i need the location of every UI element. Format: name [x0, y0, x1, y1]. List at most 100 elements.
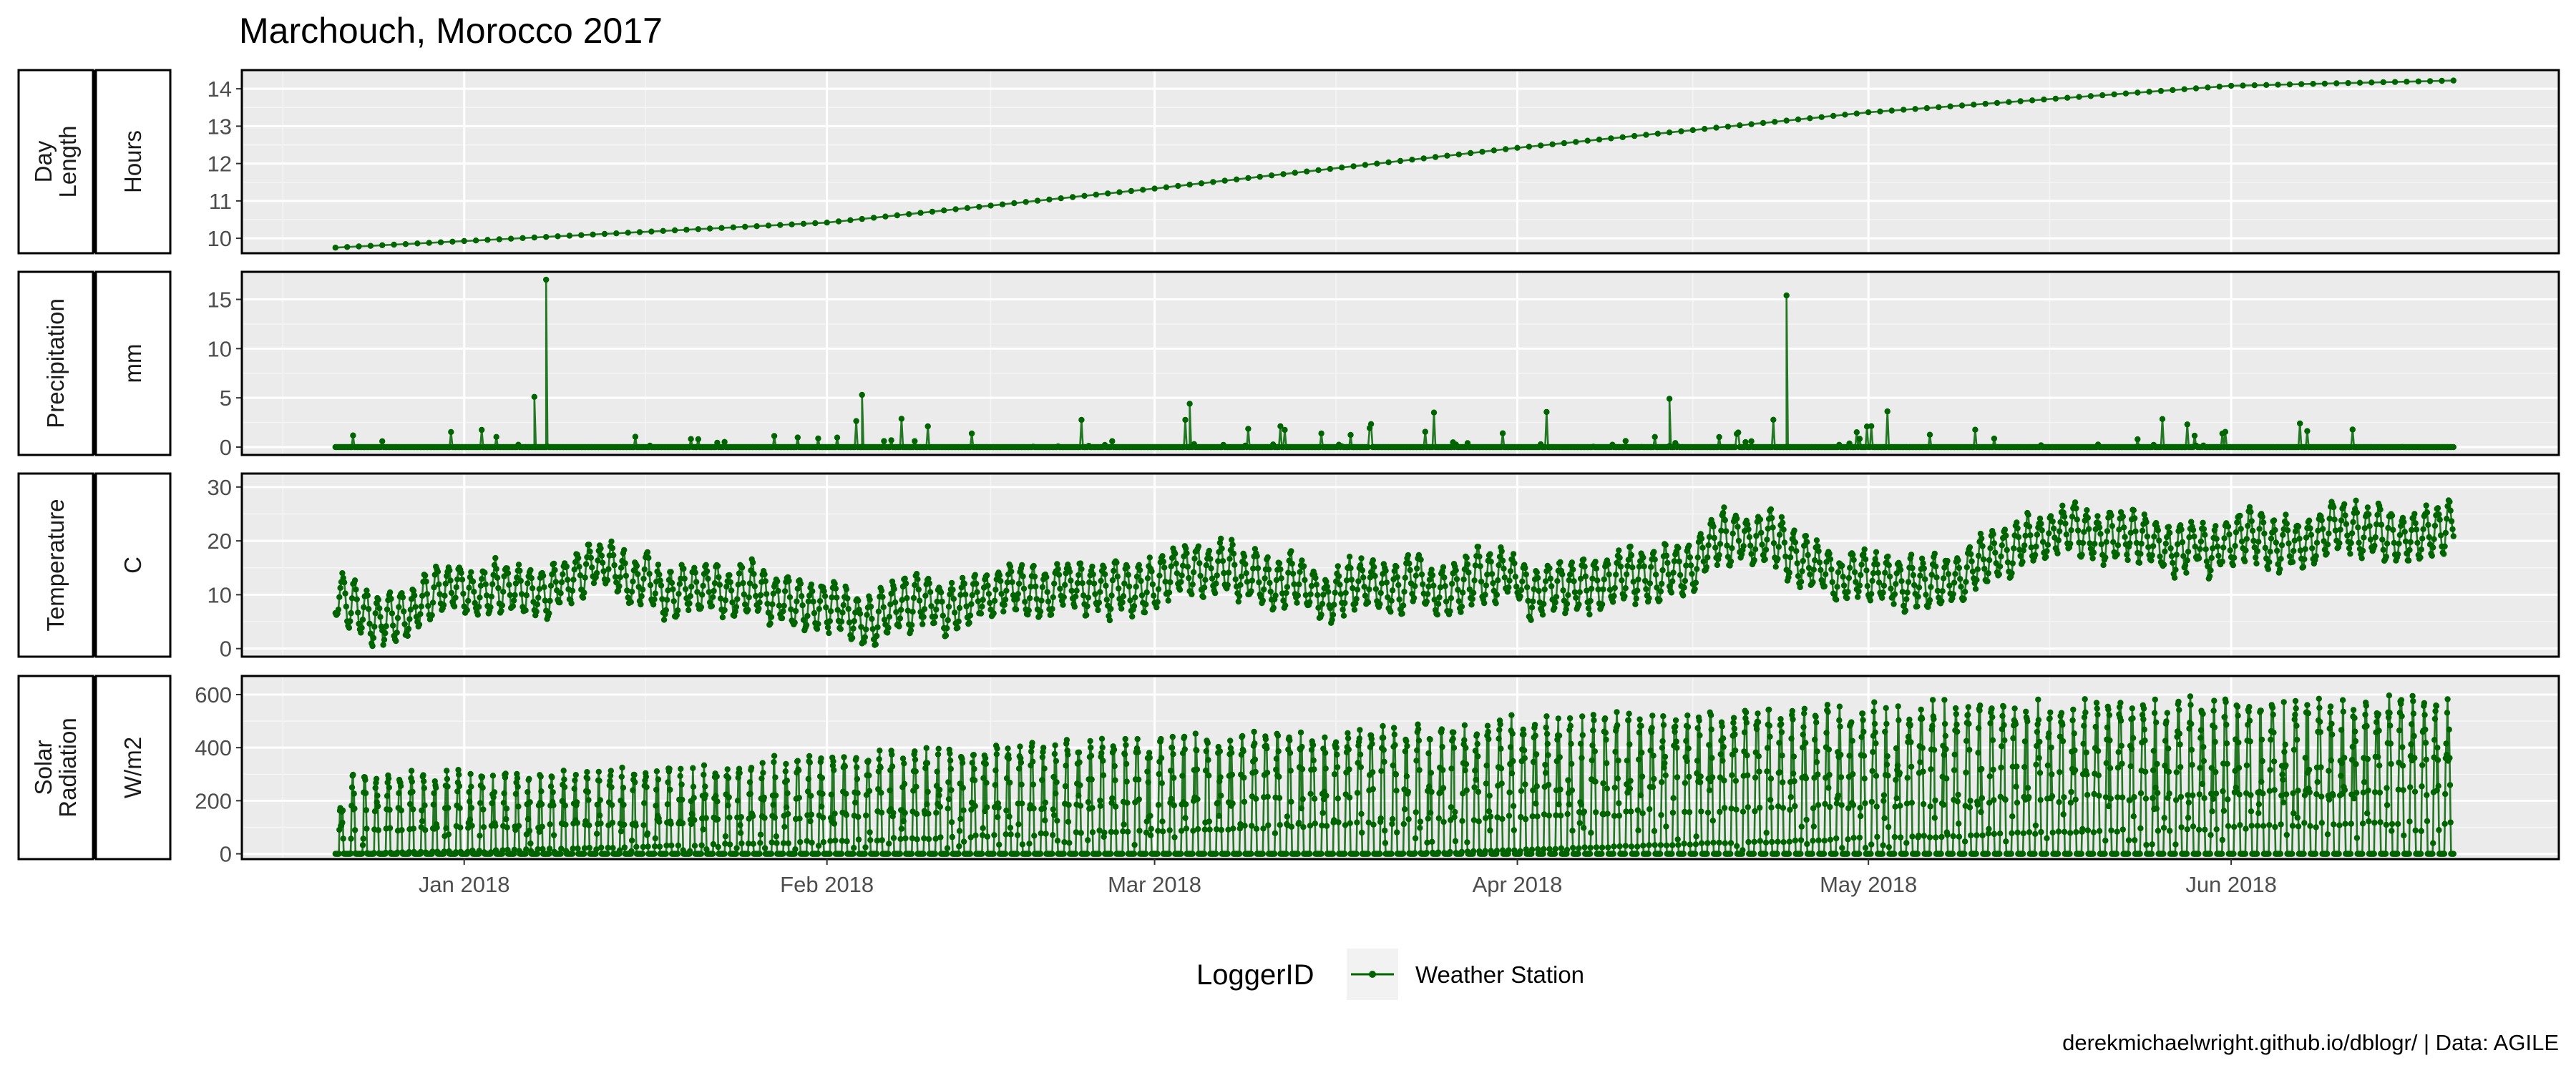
data-point [679, 796, 686, 803]
data-point [1662, 542, 1669, 548]
data-point [784, 778, 791, 784]
data-point [1337, 582, 1343, 588]
data-point [1737, 122, 1743, 129]
data-point [2404, 79, 2410, 85]
data-point [1430, 582, 1437, 589]
data-point [2213, 536, 2220, 542]
data-point [477, 594, 483, 601]
data-point [2146, 89, 2152, 95]
data-point [1362, 162, 1369, 168]
data-point [2104, 528, 2111, 534]
data-point [1362, 592, 1369, 599]
data-point [1968, 551, 1974, 557]
data-point [2436, 516, 2443, 523]
data-point [374, 803, 381, 810]
data-point [2197, 546, 2203, 552]
data-point [977, 610, 985, 617]
data-point [1109, 438, 1116, 444]
data-point [2420, 526, 2426, 532]
y-tick-label: 11 [209, 189, 232, 214]
data-point [1951, 579, 1958, 586]
data-point [535, 594, 542, 601]
data-point [453, 584, 459, 591]
data-point [1441, 574, 1448, 581]
data-point [716, 582, 723, 588]
data-point [2436, 511, 2442, 518]
data-point [2159, 416, 2166, 422]
data-point [1593, 565, 1600, 572]
data-point [618, 773, 625, 780]
data-point [363, 807, 369, 813]
data-point [656, 572, 663, 578]
data-point [810, 598, 816, 605]
data-point [850, 625, 857, 632]
data-point [2415, 78, 2421, 85]
data-point [570, 577, 577, 583]
data-point [1487, 551, 1493, 557]
data-point [719, 614, 726, 621]
data-point [2349, 426, 2356, 433]
data-point [1140, 187, 1146, 193]
data-point [667, 786, 673, 793]
data-point [2049, 518, 2056, 525]
data-point [421, 778, 427, 785]
data-point [2043, 554, 2049, 560]
data-point [1972, 586, 1979, 592]
data-point [2389, 512, 2396, 519]
data-point [399, 594, 406, 601]
data-point [511, 597, 517, 604]
data-point [1043, 574, 1050, 580]
data-point [1455, 598, 1463, 604]
data-point [663, 851, 669, 857]
data-point [546, 851, 552, 857]
data-point [525, 580, 531, 587]
data-point [2127, 540, 2133, 547]
data-point [643, 784, 650, 790]
data-point [2251, 82, 2258, 89]
data-point [818, 755, 824, 762]
data-point [618, 828, 625, 835]
data-point [1523, 571, 1529, 578]
data-point [1050, 594, 1057, 601]
data-point [962, 592, 969, 598]
data-point [725, 775, 732, 781]
data-point [1506, 577, 1513, 584]
data-point [827, 608, 834, 614]
data-point [419, 807, 425, 814]
data-point [1242, 561, 1249, 567]
data-point [1062, 582, 1068, 588]
data-point [1483, 582, 1490, 589]
data-point [1651, 549, 1657, 555]
data-point [2277, 566, 2283, 572]
data-point [1727, 558, 1735, 564]
data-point [768, 851, 775, 857]
data-point [916, 597, 923, 604]
data-point [1407, 567, 1413, 574]
data-point [635, 571, 641, 577]
data-point [621, 821, 628, 828]
data-point [2019, 559, 2026, 565]
data-point [2331, 516, 2338, 523]
data-point [2094, 513, 2101, 519]
data-point [794, 758, 801, 764]
data-point [1313, 582, 1320, 588]
data-point [1108, 592, 1115, 599]
data-point [2087, 93, 2094, 99]
data-point [671, 227, 678, 234]
data-point [1928, 584, 1934, 590]
data-point [2266, 559, 2273, 565]
data-point [941, 207, 947, 214]
data-point [665, 779, 671, 785]
data-point [2356, 79, 2363, 86]
data-point [2270, 517, 2278, 524]
data-point [1984, 578, 1991, 584]
data-point [1576, 601, 1582, 608]
data-point [468, 783, 474, 790]
data-point [668, 569, 674, 575]
data-point [2434, 505, 2441, 511]
data-point [419, 818, 426, 825]
data-point [360, 836, 366, 842]
data-point [929, 208, 936, 215]
data-point [728, 587, 735, 594]
